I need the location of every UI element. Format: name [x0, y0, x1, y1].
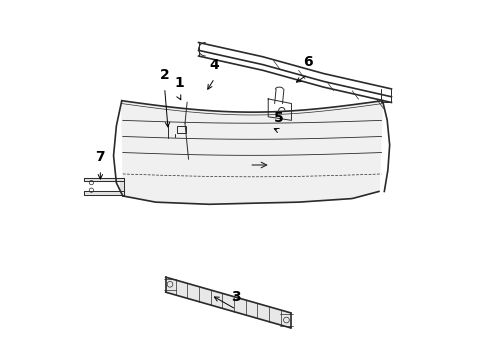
Text: 7: 7	[96, 150, 105, 164]
Polygon shape	[166, 277, 291, 328]
Text: 5: 5	[274, 111, 284, 125]
Polygon shape	[83, 192, 123, 195]
Text: 4: 4	[210, 58, 220, 72]
Bar	[177, 126, 186, 133]
Text: 1: 1	[174, 76, 184, 90]
Text: 6: 6	[303, 55, 312, 69]
Polygon shape	[120, 178, 123, 195]
Text: 2: 2	[160, 68, 170, 82]
Polygon shape	[122, 101, 383, 204]
Polygon shape	[83, 178, 123, 181]
Text: 3: 3	[231, 289, 241, 303]
